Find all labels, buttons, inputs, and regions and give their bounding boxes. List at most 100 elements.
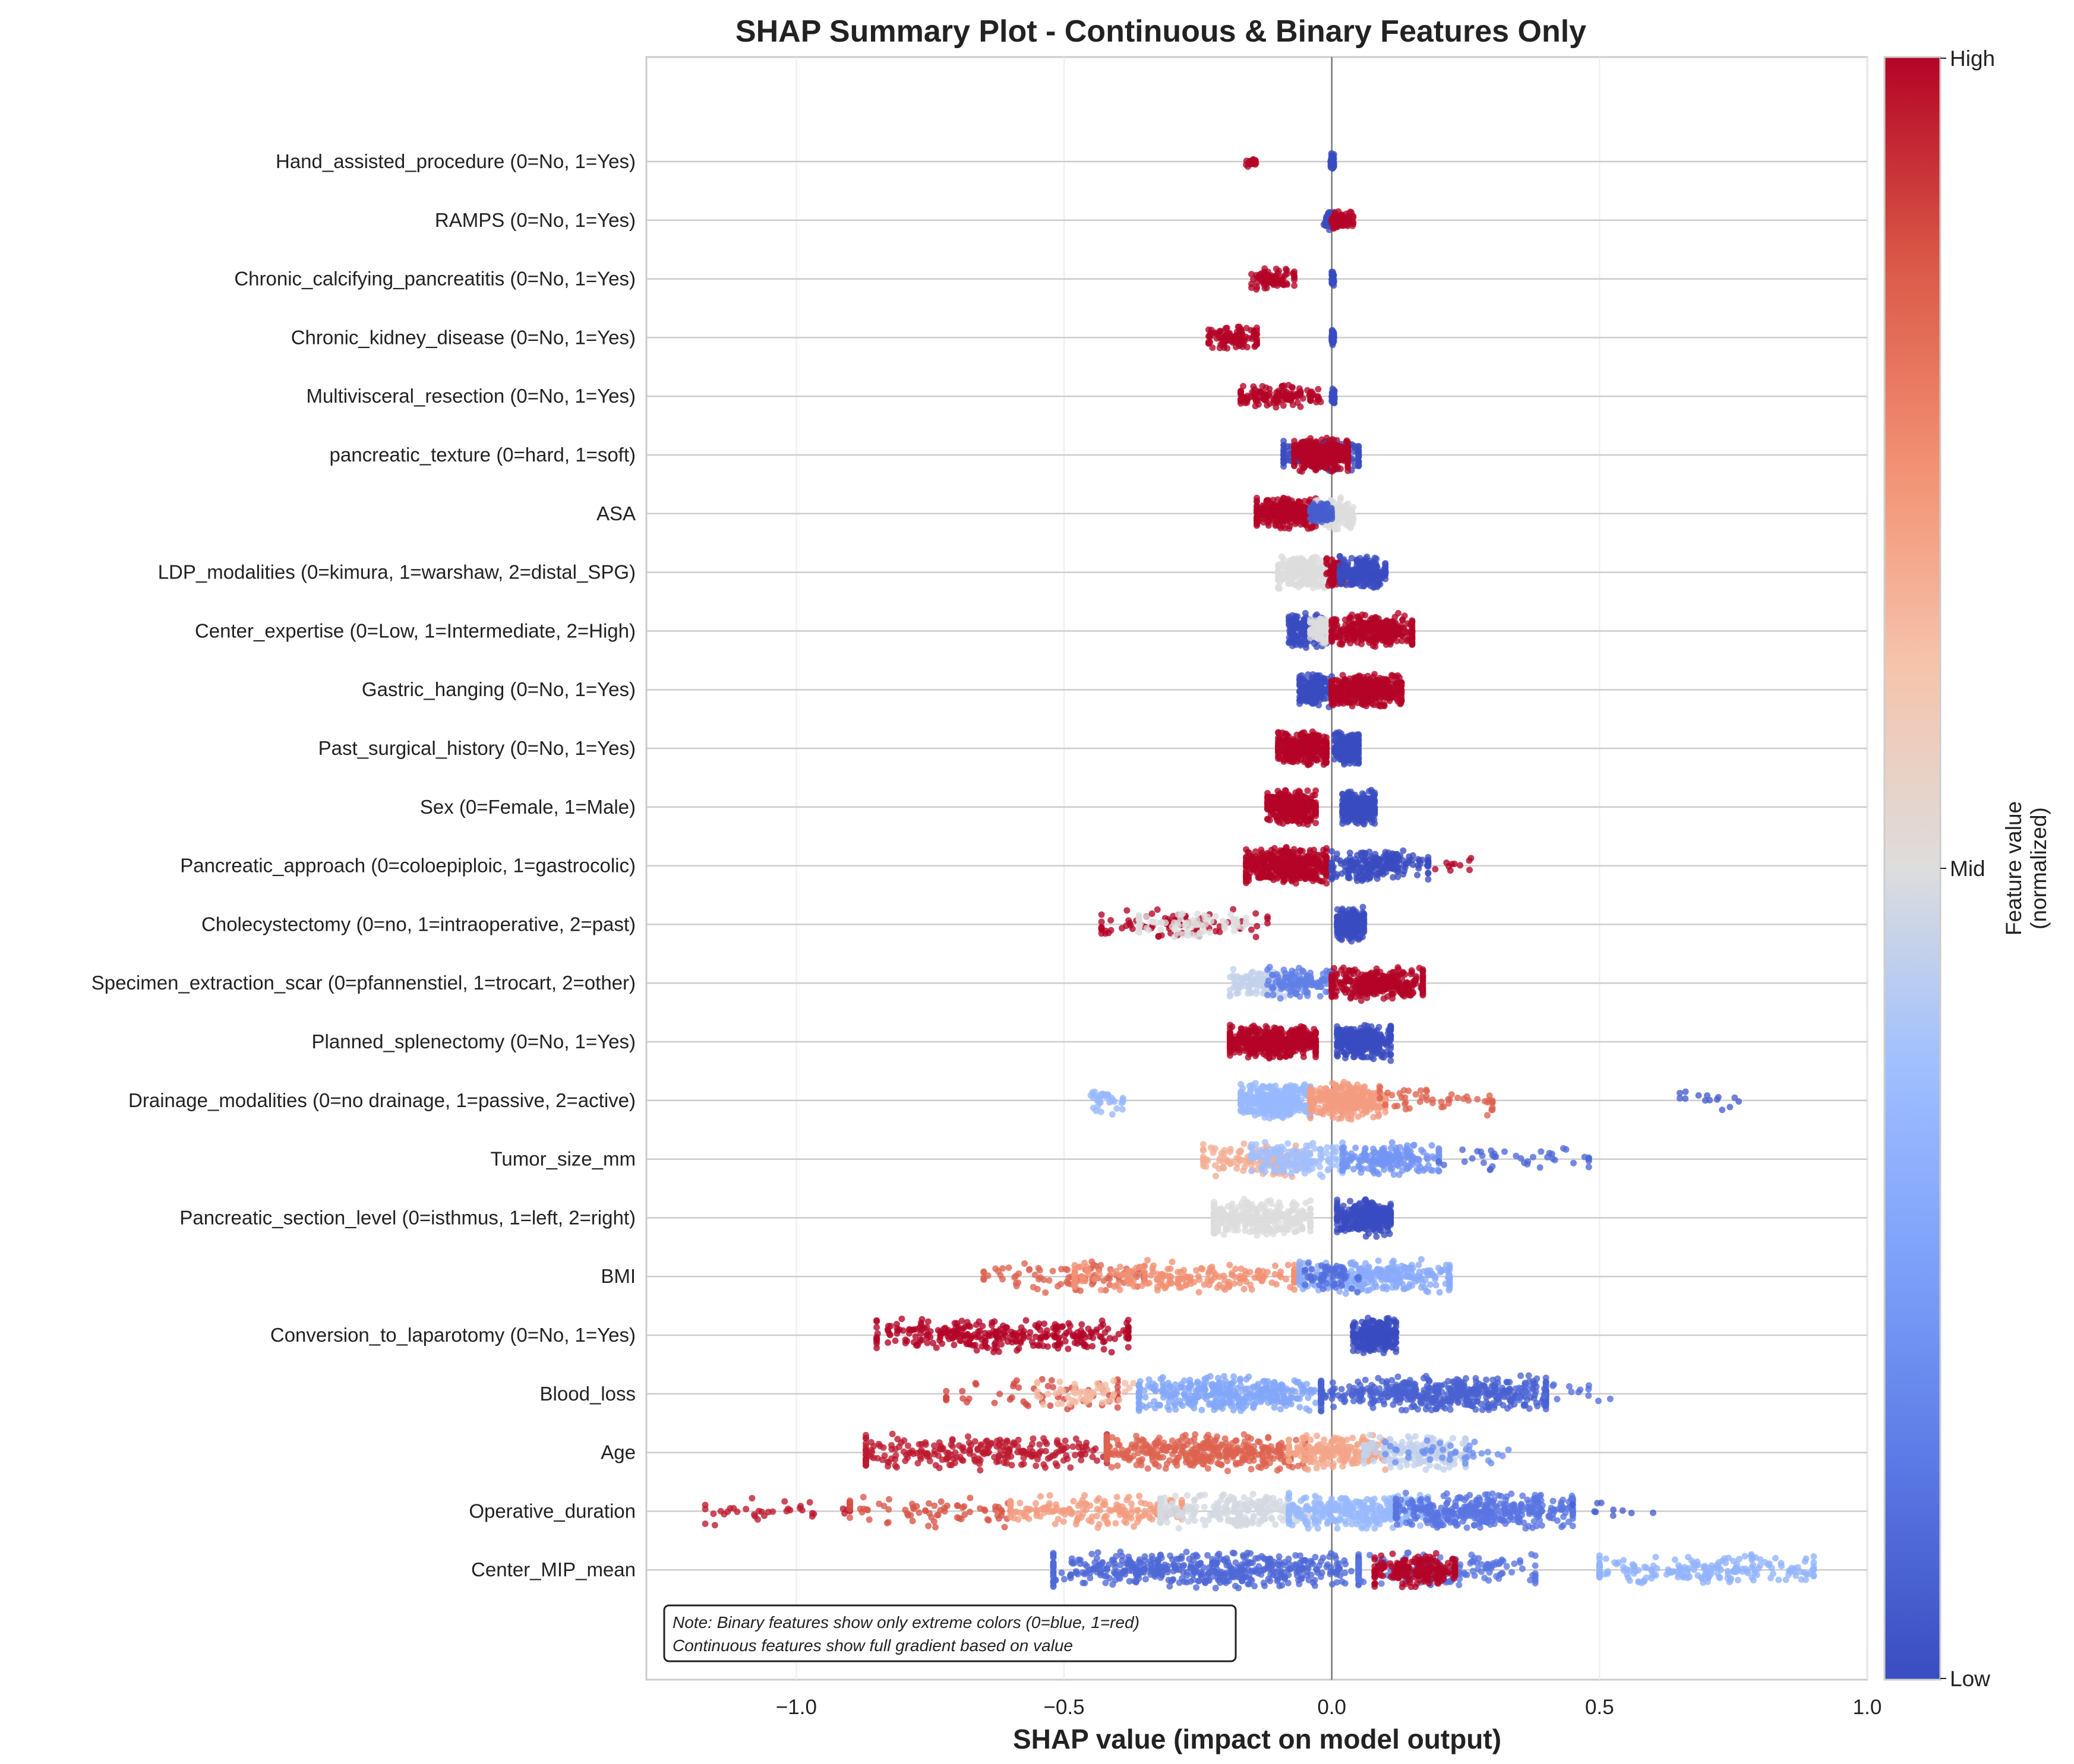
shap-point xyxy=(1314,554,1321,561)
shap-point xyxy=(1355,613,1361,619)
shap-point xyxy=(1261,285,1268,292)
shap-point xyxy=(1331,151,1337,157)
shap-point xyxy=(1264,816,1271,823)
shap-point xyxy=(1307,805,1314,812)
shap-point xyxy=(1272,794,1279,801)
shap-point xyxy=(1264,799,1271,806)
shap-point xyxy=(1248,327,1254,334)
shap-point xyxy=(1397,701,1403,707)
shap-point xyxy=(1337,580,1343,586)
shap-point xyxy=(1324,435,1330,441)
shap-point xyxy=(1300,803,1306,810)
shap-point xyxy=(1383,624,1390,630)
shap-point xyxy=(1300,459,1306,466)
shap-point xyxy=(1351,698,1358,705)
shap-point xyxy=(1323,217,1330,224)
shap-point xyxy=(1312,467,1319,473)
shap-point xyxy=(1333,745,1340,751)
shap-point xyxy=(1300,619,1306,626)
shap-point xyxy=(1288,618,1295,624)
shap-point xyxy=(1283,389,1290,396)
shap-point xyxy=(1271,801,1278,808)
shap-point xyxy=(1265,277,1272,284)
shap-point xyxy=(1301,758,1308,765)
shap-point xyxy=(1253,286,1259,293)
shap-point xyxy=(1329,334,1336,341)
shap-point xyxy=(1280,442,1287,448)
shap-point xyxy=(1336,693,1342,699)
shap-point xyxy=(1340,672,1346,678)
shap-point xyxy=(1342,562,1349,568)
shap-point xyxy=(1300,683,1306,690)
shap-point xyxy=(1322,502,1328,509)
shap-point xyxy=(1349,756,1355,763)
shap-point xyxy=(1337,222,1344,229)
shap-point xyxy=(1314,734,1320,741)
shap-point xyxy=(1291,274,1298,281)
shap-point xyxy=(1339,211,1345,218)
shap-point xyxy=(1328,570,1334,576)
shap-point xyxy=(1300,562,1306,569)
shap-point xyxy=(1344,699,1350,706)
shap-point xyxy=(1409,628,1415,635)
shap-point xyxy=(1359,791,1366,797)
shap-point xyxy=(1352,634,1358,641)
shap-point xyxy=(1286,397,1293,403)
shap-point xyxy=(1331,448,1337,454)
shap-point xyxy=(1293,811,1300,818)
shap-point xyxy=(1344,463,1351,470)
shap-point xyxy=(1307,753,1314,759)
shap-point xyxy=(1401,625,1407,631)
shap-point xyxy=(1371,793,1378,799)
shap-point xyxy=(1291,282,1298,289)
shap-point xyxy=(1348,209,1355,216)
shap-point xyxy=(1287,637,1294,644)
shap-point xyxy=(1273,404,1279,410)
shap-point xyxy=(1384,684,1391,691)
shap-point xyxy=(1335,442,1341,449)
shap-point xyxy=(1275,562,1281,568)
shap-point xyxy=(1328,684,1335,690)
shap-point xyxy=(1285,753,1292,760)
shap-point xyxy=(1279,383,1285,390)
shap-point xyxy=(1275,568,1281,575)
shap-point xyxy=(1295,399,1301,406)
shap-point xyxy=(1274,282,1281,289)
shap-point xyxy=(1355,459,1362,465)
shap-point xyxy=(1314,747,1320,754)
shap-point xyxy=(1366,678,1373,684)
shap-point xyxy=(1374,625,1380,632)
shap-point xyxy=(1289,799,1296,806)
shap-point xyxy=(1315,633,1322,639)
shap-point xyxy=(1283,266,1289,273)
shap-point xyxy=(1308,397,1314,404)
shap-point xyxy=(1409,635,1415,641)
shap-point xyxy=(1328,161,1335,167)
shap-point xyxy=(1304,788,1311,794)
shap-point xyxy=(1328,635,1335,641)
shap-point xyxy=(1354,804,1360,811)
shap-point xyxy=(1255,402,1262,408)
shap-point xyxy=(1349,555,1355,561)
shap-point xyxy=(1359,566,1365,573)
shap-point xyxy=(1309,799,1316,806)
shap-point xyxy=(1323,758,1330,764)
shap-point xyxy=(1359,683,1365,690)
shap-point xyxy=(1298,555,1305,561)
shap-point xyxy=(1316,581,1322,588)
shap-point xyxy=(1241,394,1248,401)
shap-point xyxy=(1347,576,1353,583)
shap-point xyxy=(1281,804,1288,810)
feature-row-points xyxy=(1275,728,1362,768)
shap-point xyxy=(1341,747,1347,753)
shap-point xyxy=(1358,641,1365,647)
shap-point xyxy=(1315,694,1322,701)
shap-point xyxy=(1256,274,1262,280)
shap-point xyxy=(1257,388,1264,395)
shap-point xyxy=(1293,442,1300,448)
shap-point xyxy=(1332,455,1339,461)
shap-point xyxy=(1360,624,1367,630)
shap-point xyxy=(1344,439,1351,445)
shap-point xyxy=(1390,619,1396,625)
